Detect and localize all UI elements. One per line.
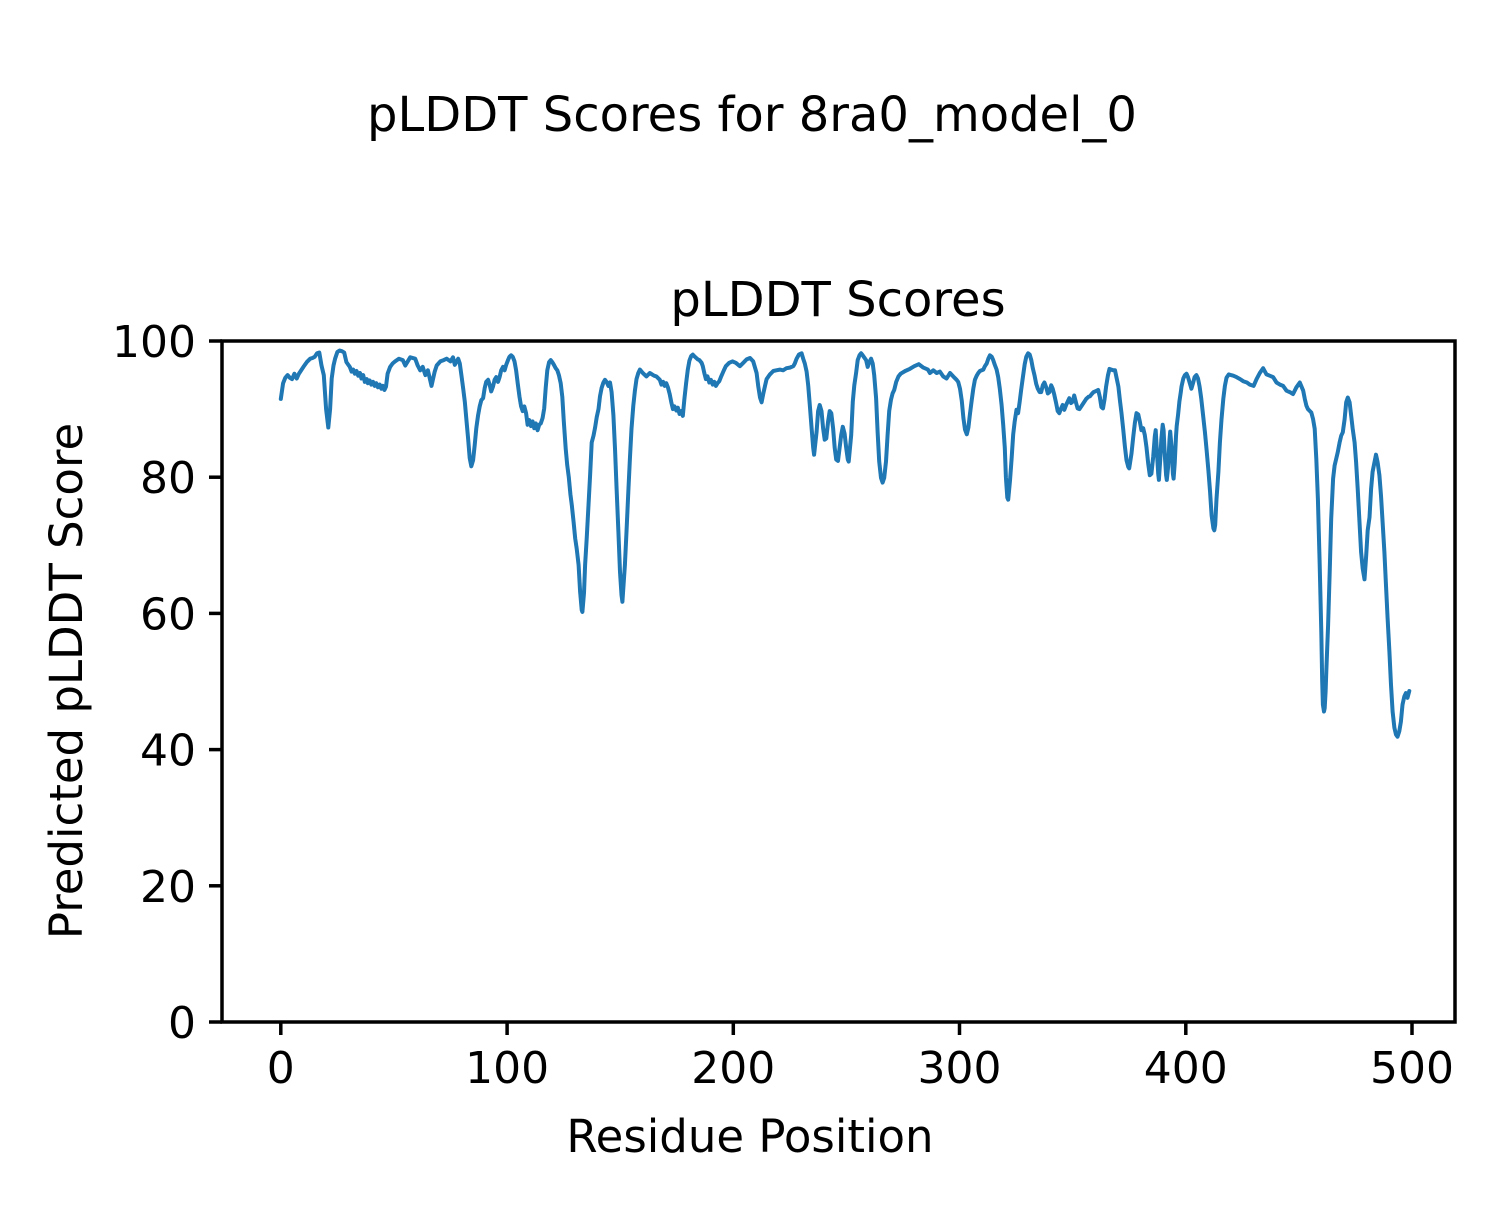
- y-tick-label: 80: [140, 453, 196, 504]
- y-tick-label: 20: [140, 862, 196, 913]
- y-ticks: 0 20 40 60 80 100: [112, 317, 222, 1049]
- y-tick-label: 40: [140, 726, 196, 777]
- plddt-line: [278, 348, 1412, 739]
- x-tick-label: 300: [918, 1043, 1002, 1094]
- figure-suptitle: pLDDT Scores for 8ra0_model_0: [367, 87, 1137, 143]
- y-tick-label: 0: [168, 998, 196, 1049]
- x-tick-label: 200: [691, 1043, 775, 1094]
- x-tick-label: 100: [465, 1043, 549, 1094]
- x-axis-label: Residue Position: [566, 1110, 933, 1163]
- axes-box: [220, 339, 1457, 1024]
- x-tick-label: 400: [1144, 1043, 1228, 1094]
- axes-title: pLDDT Scores: [670, 272, 1005, 328]
- y-tick-label: 100: [112, 317, 196, 368]
- x-ticks: 0 100 200 300 400 500: [267, 1022, 1454, 1094]
- y-axis-label: Predicted pLDDT Score: [40, 423, 93, 939]
- y-tick-label: 60: [140, 589, 196, 640]
- x-tick-label: 0: [267, 1043, 295, 1094]
- x-tick-label: 500: [1370, 1043, 1454, 1094]
